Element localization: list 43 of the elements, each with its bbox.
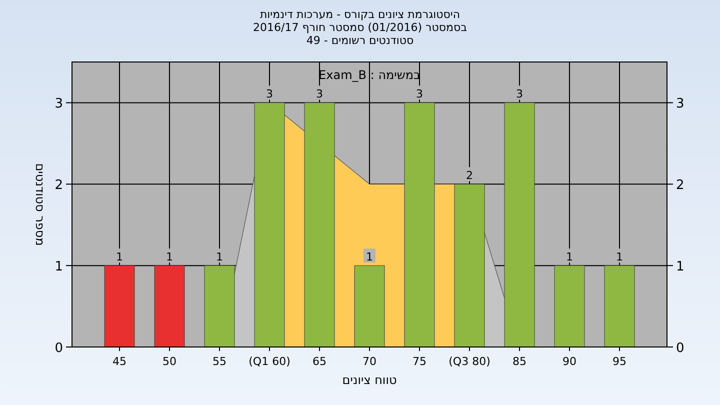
bar (354, 265, 385, 348)
annotation: במשימה : Exam_B (318, 68, 421, 82)
y-tick-label: 0 (54, 341, 63, 356)
x-tick-label: 95 (612, 355, 626, 368)
bar (404, 102, 435, 348)
bar (604, 265, 635, 348)
data-label: 1 (566, 250, 573, 264)
bar (554, 265, 585, 348)
y2-tick-label: 0 (676, 341, 684, 356)
x-tick-label: (Q1 60) (248, 355, 290, 368)
x-tick-label: 65 (312, 355, 326, 368)
y2-tick-label: 1 (676, 260, 684, 275)
bar (504, 102, 535, 348)
data-label: 1 (616, 250, 623, 264)
y-tick-label: 1 (54, 260, 63, 275)
x-tick-label: 55 (212, 355, 226, 368)
y2-tick-label: 3 (676, 96, 684, 112)
x-tick-label: 50 (162, 355, 176, 368)
x-tick-label: 85 (512, 355, 526, 368)
data-label: 1 (116, 250, 123, 264)
x-tick-label: (Q3 80) (448, 355, 490, 368)
data-label: 1 (216, 250, 223, 264)
data-label: 3 (416, 88, 423, 101)
y-tick-label: 3 (54, 96, 63, 112)
data-label: 2 (466, 169, 473, 182)
bar (154, 265, 185, 348)
data-label: 3 (316, 88, 323, 101)
x-tick-label: 75 (412, 355, 426, 368)
x-tick-label: 90 (562, 355, 576, 368)
y-tick-label: 2 (54, 178, 63, 194)
chart-title: היסטוגרמת ציונים בקורס - מערכות דינמיות (260, 8, 460, 21)
x-axis-title: טווח ציונים (342, 373, 397, 387)
bar (304, 102, 335, 348)
data-label: 3 (516, 88, 523, 101)
y2-tick-label: 2 (676, 178, 684, 194)
x-tick-label: 45 (112, 355, 126, 368)
data-label: 3 (266, 88, 273, 101)
x-tick-label: 70 (362, 355, 376, 368)
data-label: 1 (366, 250, 373, 264)
y-axis-title: מספר סטודנטים (33, 163, 47, 246)
data-label: 1 (166, 250, 173, 264)
bar (104, 265, 135, 348)
chart-subtitle: בסמסטר (01/2016) סמסטר חורף 2016/17 סטודנטים רשומים - 49 (253, 21, 467, 47)
